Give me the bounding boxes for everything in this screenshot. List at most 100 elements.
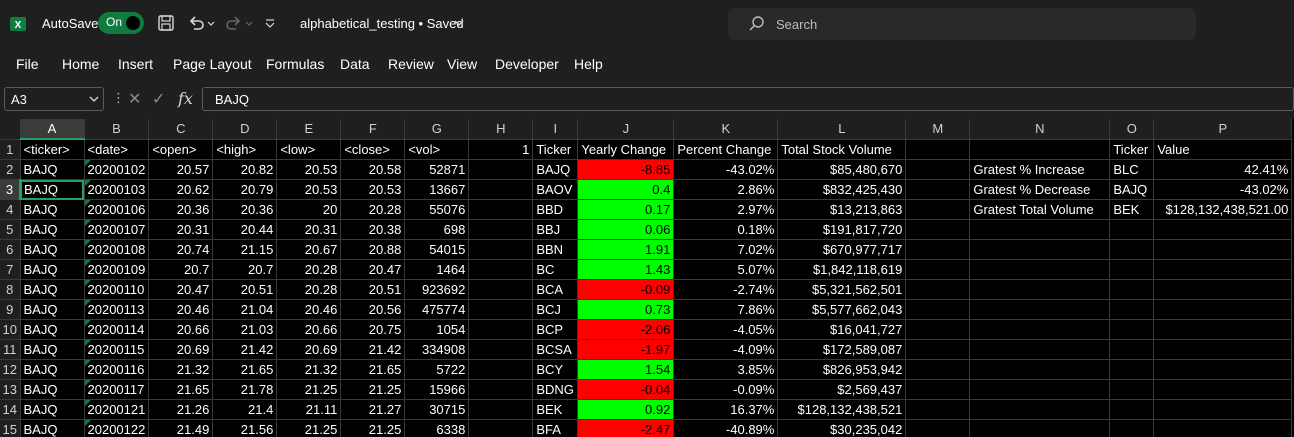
cell-h7[interactable]: [468, 259, 534, 280]
cell-p10[interactable]: [1153, 319, 1293, 340]
cell-b5[interactable]: 20200107: [84, 219, 150, 240]
cell-g4[interactable]: 55076: [404, 199, 470, 220]
cell-l1[interactable]: Total Stock Volume: [777, 139, 907, 160]
row-header-13[interactable]: 13: [0, 379, 21, 400]
column-header-f[interactable]: F: [340, 119, 406, 140]
cell-d11[interactable]: 21.42: [212, 339, 278, 360]
cell-i9[interactable]: BCJ: [532, 299, 579, 320]
cell-p7[interactable]: [1153, 259, 1293, 280]
cell-g10[interactable]: 1054: [404, 319, 470, 340]
cell-l8[interactable]: $5,321,562,501: [777, 279, 907, 300]
cell-d5[interactable]: 20.44: [212, 219, 278, 240]
cell-i12[interactable]: BCY: [532, 359, 579, 380]
cell-c11[interactable]: 20.69: [148, 339, 214, 360]
cell-n7[interactable]: [969, 259, 1111, 280]
cell-i10[interactable]: BCP: [532, 319, 579, 340]
undo-dropdown-icon[interactable]: [206, 13, 216, 33]
cell-j9[interactable]: 0.73: [577, 299, 675, 320]
cell-b13[interactable]: 20200117: [84, 379, 150, 400]
cell-f14[interactable]: 21.27: [340, 399, 406, 420]
row-header-4[interactable]: 4: [0, 199, 21, 220]
cell-b15[interactable]: 20200122: [84, 419, 150, 437]
cell-k13[interactable]: -0.09%: [673, 379, 779, 400]
menu-data[interactable]: Data: [340, 56, 370, 72]
row-header-11[interactable]: 11: [0, 339, 21, 360]
cell-j12[interactable]: 1.54: [577, 359, 675, 380]
column-header-g[interactable]: G: [404, 119, 470, 140]
cell-a7[interactable]: BAJQ: [20, 259, 85, 280]
cell-g2[interactable]: 52871: [404, 159, 470, 180]
cell-g3[interactable]: 13667: [404, 179, 470, 200]
cell-l14[interactable]: $128,132,438,521: [777, 399, 907, 420]
cell-p9[interactable]: [1153, 299, 1293, 320]
cell-o10[interactable]: [1109, 319, 1155, 340]
cell-b6[interactable]: 20200108: [84, 239, 150, 260]
cell-f11[interactable]: 21.42: [340, 339, 406, 360]
cell-e11[interactable]: 20.69: [276, 339, 342, 360]
cell-g13[interactable]: 15966: [404, 379, 470, 400]
cell-o1[interactable]: Ticker: [1109, 139, 1155, 160]
cell-l6[interactable]: $670,977,717: [777, 239, 907, 260]
row-header-6[interactable]: 6: [0, 239, 21, 260]
cell-c9[interactable]: 20.46: [148, 299, 214, 320]
cell-h4[interactable]: [468, 199, 534, 220]
cell-g15[interactable]: 6338: [404, 419, 470, 437]
cell-m8[interactable]: [905, 279, 971, 300]
cell-n9[interactable]: [969, 299, 1111, 320]
cell-a2[interactable]: BAJQ: [20, 159, 85, 180]
cell-f13[interactable]: 21.25: [340, 379, 406, 400]
cell-e12[interactable]: 21.32: [276, 359, 342, 380]
cell-e1[interactable]: <low>: [276, 139, 342, 160]
cell-e15[interactable]: 21.25: [276, 419, 342, 437]
cell-h2[interactable]: [468, 159, 534, 180]
cell-c15[interactable]: 21.49: [148, 419, 214, 437]
cell-k9[interactable]: 7.86%: [673, 299, 779, 320]
cell-c12[interactable]: 21.32: [148, 359, 214, 380]
cell-e8[interactable]: 20.28: [276, 279, 342, 300]
cell-e9[interactable]: 20.46: [276, 299, 342, 320]
cell-a13[interactable]: BAJQ: [20, 379, 85, 400]
cell-d2[interactable]: 20.82: [212, 159, 278, 180]
cell-d10[interactable]: 21.03: [212, 319, 278, 340]
cell-o14[interactable]: [1109, 399, 1155, 420]
enter-icon[interactable]: ✓: [152, 91, 166, 108]
undo-icon[interactable]: [186, 13, 206, 33]
cell-c1[interactable]: <open>: [148, 139, 214, 160]
cell-a8[interactable]: BAJQ: [20, 279, 85, 300]
cell-c6[interactable]: 20.74: [148, 239, 214, 260]
cell-o5[interactable]: [1109, 219, 1155, 240]
column-header-k[interactable]: K: [673, 119, 779, 140]
cell-m4[interactable]: [905, 199, 971, 220]
cell-b7[interactable]: 20200109: [84, 259, 150, 280]
column-header-p[interactable]: P: [1153, 119, 1293, 140]
cell-k15[interactable]: -40.89%: [673, 419, 779, 437]
menu-developer[interactable]: Developer: [495, 56, 559, 72]
redo-dropdown-icon[interactable]: [244, 13, 254, 33]
cell-i8[interactable]: BCA: [532, 279, 579, 300]
cell-d12[interactable]: 21.65: [212, 359, 278, 380]
row-header-10[interactable]: 10: [0, 319, 21, 340]
menu-review[interactable]: Review: [388, 56, 434, 72]
cell-m10[interactable]: [905, 319, 971, 340]
cell-f3[interactable]: 20.53: [340, 179, 406, 200]
row-header-1[interactable]: 1: [0, 139, 21, 160]
cell-c10[interactable]: 20.66: [148, 319, 214, 340]
cell-n10[interactable]: [969, 319, 1111, 340]
cell-a10[interactable]: BAJQ: [20, 319, 85, 340]
cell-f15[interactable]: 21.25: [340, 419, 406, 437]
cell-o8[interactable]: [1109, 279, 1155, 300]
cell-j6[interactable]: 1.91: [577, 239, 675, 260]
cell-p3[interactable]: -43.02%: [1153, 179, 1293, 200]
cell-o13[interactable]: [1109, 379, 1155, 400]
cell-p14[interactable]: [1153, 399, 1293, 420]
cell-l3[interactable]: $832,425,430: [777, 179, 907, 200]
cell-d13[interactable]: 21.78: [212, 379, 278, 400]
cell-o15[interactable]: [1109, 419, 1155, 437]
cell-b8[interactable]: 20200110: [84, 279, 150, 300]
cell-g12[interactable]: 5722: [404, 359, 470, 380]
save-icon[interactable]: [156, 13, 176, 33]
cell-a4[interactable]: BAJQ: [20, 199, 85, 220]
column-header-m[interactable]: M: [905, 119, 971, 140]
cell-p5[interactable]: [1153, 219, 1293, 240]
cell-k11[interactable]: -4.09%: [673, 339, 779, 360]
